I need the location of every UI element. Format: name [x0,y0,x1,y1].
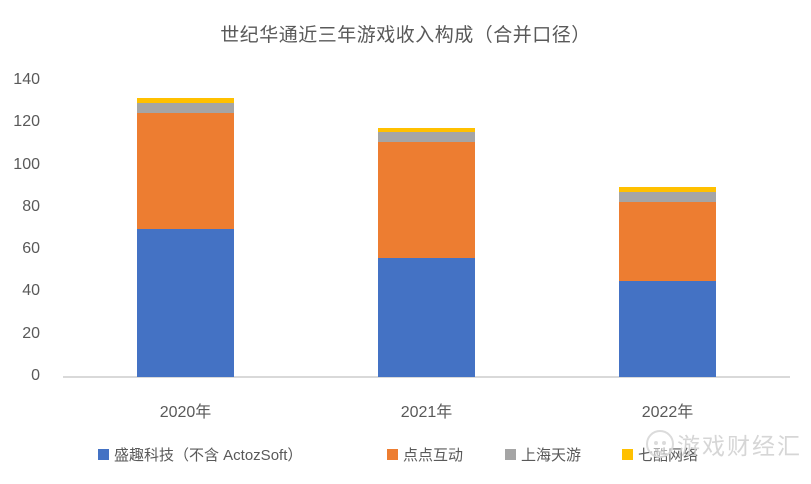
legend-swatch-icon [622,448,633,460]
x-axis-label: 2020年 [159,404,212,421]
legend-swatch-icon [387,448,398,460]
legend-label: 七酷网络 [638,446,699,464]
bar-segment-2021年-上海天游 [378,131,475,143]
bar-segment-2022年-七酷网络 [619,186,716,192]
legend-item-点点互动: 点点互动 [387,446,464,464]
y-tick-label: 140 [13,71,40,88]
legend-item-上海天游: 上海天游 [505,446,582,464]
x-axis-line [63,376,790,378]
bar-segment-2022年-点点互动 [619,201,716,281]
legend-label: 盛趣科技（不含 ActozSoft） [114,446,303,464]
legend-swatch-icon [98,448,109,460]
bar-segment-2020年-上海天游 [137,103,234,113]
chart-title: 世纪华通近三年游戏收入构成（合并口径） [220,25,591,46]
y-tick-label: 80 [22,197,40,215]
legend-label: 上海天游 [521,446,582,464]
bar-segment-2020年-盛趣科技（不含 ActozSoft） [137,229,234,377]
y-tick-label: 100 [13,155,40,173]
legend-swatch-icon [505,448,516,460]
bar-segment-2021年-点点互动 [378,142,475,258]
bar-segment-2022年-上海天游 [619,192,716,202]
y-tick-label: 40 [22,282,40,300]
bar-segment-2020年-点点互动 [137,112,234,229]
x-axis-label: 2021年 [400,404,453,421]
bar-segment-2022年-盛趣科技（不含 ActozSoft） [619,280,716,377]
bar-segment-2020年-七酷网络 [137,97,234,104]
legend-item-盛趣科技（不含 ActozSoft）: 盛趣科技（不含 ActozSoft） [98,446,303,464]
bar-segment-2021年-盛趣科技（不含 ActozSoft） [378,257,475,377]
bar-segment-2021年-七酷网络 [378,127,475,132]
y-tick-label: 120 [13,113,40,131]
y-tick-label: 60 [22,240,40,258]
y-tick-label: 0 [31,367,40,384]
y-tick-label: 20 [22,324,40,342]
x-axis-label: 2022年 [641,404,694,421]
legend-label: 点点互动 [403,446,464,464]
legend-item-七酷网络: 七酷网络 [622,446,699,464]
